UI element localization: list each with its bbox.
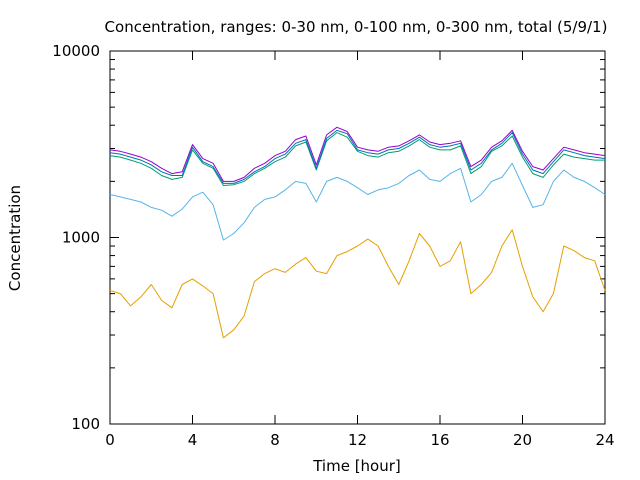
series-line-3 <box>109 132 605 186</box>
x-axis: 0 4 8 12 16 20 24 <box>105 51 615 449</box>
y-axis-label: Concentration <box>6 185 24 291</box>
y-tick-label: 10000 <box>52 42 100 60</box>
chart-title: Concentration, ranges: 0-30 nm, 0-100 nm… <box>105 18 608 36</box>
x-tick-label: 0 <box>105 431 115 449</box>
series-lines <box>109 126 606 339</box>
series-line-5 <box>109 126 606 182</box>
y-tick-label: 1000 <box>62 229 100 247</box>
x-tick-label: 16 <box>430 431 449 449</box>
x-tick-label: 8 <box>270 431 280 449</box>
series-line-1 <box>109 229 606 339</box>
y-axis: 100 1000 10000 <box>52 42 605 433</box>
y-tick-label: 100 <box>71 415 100 433</box>
series-line-4 <box>109 129 606 184</box>
series-line-2 <box>109 162 606 241</box>
x-tick-label: 4 <box>188 431 198 449</box>
x-tick-label: 24 <box>595 431 614 449</box>
x-tick-label: 12 <box>348 431 367 449</box>
plot-area <box>109 50 606 425</box>
x-tick-label: 20 <box>513 431 532 449</box>
x-axis-label: Time [hour] <box>312 457 401 475</box>
